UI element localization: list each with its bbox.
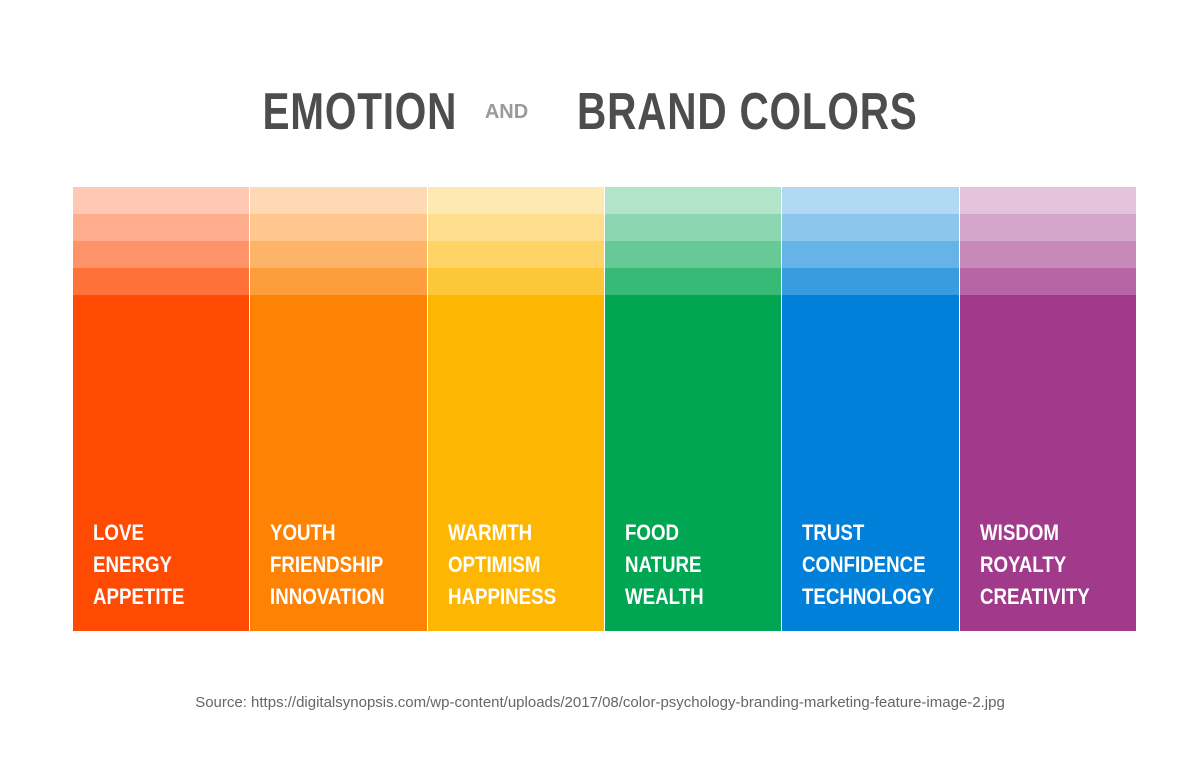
emotion-word: FOOD [625,520,680,545]
tint-band [73,214,250,241]
color-column: WISDOM ROYALTY CREATIVITY [959,187,1136,631]
tint-band [782,187,959,214]
emotion-word: APPETITE [93,584,185,609]
title: EMOTION AND BRAND COLORS [0,82,1200,142]
emotion-word: TECHNOLOGY [802,584,935,609]
emotion-word: NATURE [625,552,702,577]
tint-band [73,241,250,268]
emotion-words: TRUST CONFIDENCE TECHNOLOGY [802,517,934,613]
color-column: YOUTH FRIENDSHIP INNOVATION [250,187,427,631]
tint-band [959,241,1136,268]
color-columns: LOVE ENERGY APPETITE YOUTH FRIENDSHIP INNOVAT… [73,187,1137,631]
tint-band [250,187,427,214]
tint-band [73,187,250,214]
emotion-word: INNOVATION [270,584,385,609]
tint-band [250,241,427,268]
main-swatch [605,295,782,631]
tint-band [427,241,604,268]
tint-band [605,187,782,214]
main-swatch [959,295,1136,631]
emotion-words: FOOD NATURE WEALTH [625,517,704,613]
tint-band [782,241,959,268]
emotion-words: LOVE ENERGY APPETITE [93,517,184,613]
title-connector: AND [484,100,529,123]
tint-band [959,214,1136,241]
color-column: LOVE ENERGY APPETITE [73,187,250,631]
tint-band [73,268,250,295]
emotion-words: YOUTH FRIENDSHIP INNOVATION [270,517,385,613]
main-swatch [73,295,250,631]
emotion-word: WISDOM [979,520,1059,545]
emotion-word: WEALTH [625,584,704,609]
tint-band [605,214,782,241]
source: Source: https://digitalsynopsis.com/wp-c… [195,694,1005,711]
tint-band [250,268,427,295]
title-rest: BRAND COLORS [576,83,918,141]
tint-band [782,268,959,295]
emotion-word: ROYALTY [979,552,1066,577]
emotion-words: WISDOM ROYALTY CREATIVITY [980,517,1090,613]
emotion-words: WARMTH OPTIMISM HAPPINESS [448,517,556,613]
emotion-word: FRIENDSHIP [270,552,384,577]
emotion-word: WARMTH [447,520,532,545]
tint-band [959,187,1136,214]
main-swatch [782,295,959,631]
tint-band [250,214,427,241]
tint-band [605,268,782,295]
tint-band [782,214,959,241]
tint-band [427,268,604,295]
emotion-word: ENERGY [93,552,172,577]
emotion-word: TRUST [802,520,865,545]
main-swatch [250,295,427,631]
tint-band [959,268,1136,295]
color-column: FOOD NATURE WEALTH [605,187,782,631]
tint-band [605,241,782,268]
title-main: EMOTION [262,83,457,141]
emotion-word: CONFIDENCE [802,552,926,577]
color-column: WARMTH OPTIMISM HAPPINESS [427,187,604,631]
emotion-word: OPTIMISM [447,552,541,577]
emotion-word: LOVE [93,520,144,545]
tint-band [427,214,604,241]
tint-band [427,187,604,214]
color-column: TRUST CONFIDENCE TECHNOLOGY [782,187,959,631]
emotion-word: HAPPINESS [447,584,556,609]
emotion-word: CREATIVITY [979,584,1090,609]
main-swatch [427,295,604,631]
emotion-word: YOUTH [270,520,336,545]
